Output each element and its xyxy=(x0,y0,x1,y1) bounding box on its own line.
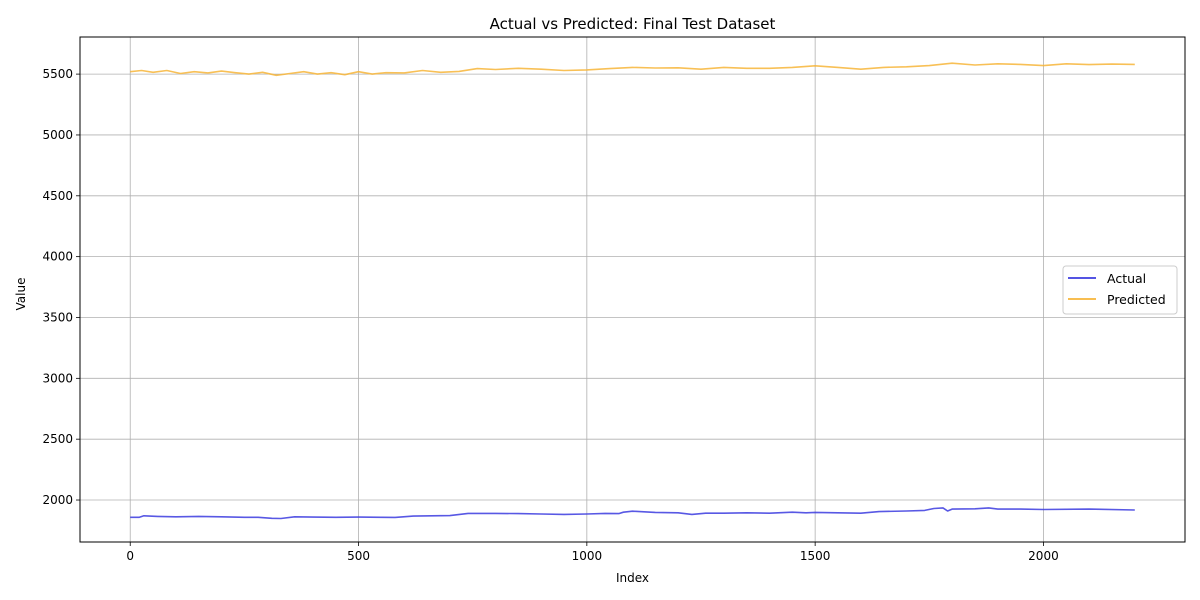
y-axis-label: Value xyxy=(14,278,28,311)
y-tick-label: 2500 xyxy=(42,432,73,446)
x-tick-label: 1500 xyxy=(800,549,831,563)
plot-area-frame xyxy=(79,36,1186,543)
grid xyxy=(80,37,1185,542)
y-tick-label: 4000 xyxy=(42,250,73,264)
legend: Actual Predicted xyxy=(1062,265,1178,315)
y-tick-label: 3500 xyxy=(42,310,73,324)
x-tick-label: 2000 xyxy=(1028,549,1059,563)
series-line-predicted xyxy=(130,62,1135,77)
x-tick-label: 1000 xyxy=(572,549,603,563)
legend-label-actual: Actual xyxy=(1107,271,1146,286)
chart-title: Actual vs Predicted: Final Test Dataset xyxy=(490,15,776,33)
series-line-actual xyxy=(130,507,1135,520)
y-tick-label: 3000 xyxy=(42,371,73,385)
y-tick-label: 4500 xyxy=(42,189,73,203)
y-tick-label: 5500 xyxy=(42,67,73,81)
y-tick-label: 5000 xyxy=(42,128,73,142)
axis-ticks: 0 500 1000 1500 2000 2000 2500 3000 3500 4000 4500… xyxy=(42,67,1058,563)
x-tick-label: 0 xyxy=(126,549,134,563)
legend-label-predicted: Predicted xyxy=(1107,292,1166,307)
series-group xyxy=(130,62,1135,520)
x-tick-label: 500 xyxy=(347,549,370,563)
y-tick-label: 2000 xyxy=(42,493,73,507)
x-axis-label: Index xyxy=(616,571,649,585)
